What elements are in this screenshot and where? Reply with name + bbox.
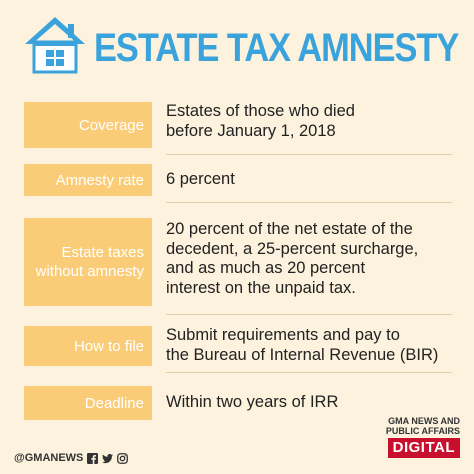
coverage-value-line: Estates of those who died (166, 102, 355, 120)
facebook-icon (87, 452, 99, 464)
house-icon (25, 17, 85, 74)
estate-taxes-label: Estate taxes without amnesty (24, 218, 152, 306)
coverage-value: Estates of those who died before January… (166, 102, 456, 141)
gma-logo: GMA NEWS AND PUBLIC AFFAIRS DIGITAL (380, 416, 460, 466)
twitter-icon (102, 453, 114, 463)
header: ESTATE TAX AMNESTY (22, 12, 462, 82)
coverage-label: Coverage (24, 102, 152, 148)
footer-social: @GMANEWS (14, 452, 129, 464)
gma-digital-badge: DIGITAL (387, 438, 460, 458)
how-to-file-value-line: the Bureau of Internal Revenue (BIR) (166, 345, 439, 364)
amnesty-rate-value: 6 percent (166, 170, 456, 190)
how-to-file-value: Submit requirements and pay to the Burea… (166, 326, 456, 365)
how-to-file-value-line: Submit requirements and pay to (166, 326, 400, 344)
estate-taxes-value-line: decedent, a 25-percent surcharge, (166, 239, 419, 258)
estate-taxes-label-line: Estate taxes (61, 244, 144, 261)
page-title: ESTATE TAX AMNESTY (94, 26, 459, 70)
row-how-to-file: How to file Submit requirements and pay … (24, 322, 456, 373)
row-estate-taxes: Estate taxes without amnesty 20 percent … (24, 216, 456, 315)
amnesty-rate-label: Amnesty rate (24, 164, 152, 196)
coverage-value-line: before January 1, 2018 (166, 121, 336, 140)
divider (166, 314, 452, 315)
instagram-icon (117, 452, 129, 464)
gma-brand-mid: PUBLIC AFFAIRS (385, 426, 460, 436)
estate-taxes-value-line: 20 percent of the net estate of the (166, 220, 413, 238)
divider (166, 202, 452, 203)
gmanews-handle: @GMANEWS (14, 452, 84, 464)
row-coverage: Coverage Estates of those who died befor… (24, 96, 454, 158)
amnesty-rate-value-line: 6 percent (166, 170, 235, 188)
gma-brand-top: GMA NEWS AND (388, 416, 460, 426)
divider (166, 372, 452, 373)
divider (166, 154, 452, 155)
estate-taxes-value: 20 percent of the net estate of the dece… (166, 220, 456, 298)
row-amnesty-rate: Amnesty rate 6 percent (24, 160, 456, 203)
deadline-value: Within two years of IRR (166, 393, 456, 413)
row-deadline: Deadline Within two years of IRR (24, 384, 454, 424)
estate-taxes-value-line: and as much as 20 percent (166, 259, 366, 277)
deadline-value-line: Within two years of IRR (166, 393, 339, 411)
estate-taxes-label-line: without amnesty (35, 263, 144, 280)
deadline-label: Deadline (24, 386, 152, 420)
how-to-file-label: How to file (24, 326, 152, 366)
estate-taxes-value-line: interest on the unpaid tax. (166, 278, 356, 297)
